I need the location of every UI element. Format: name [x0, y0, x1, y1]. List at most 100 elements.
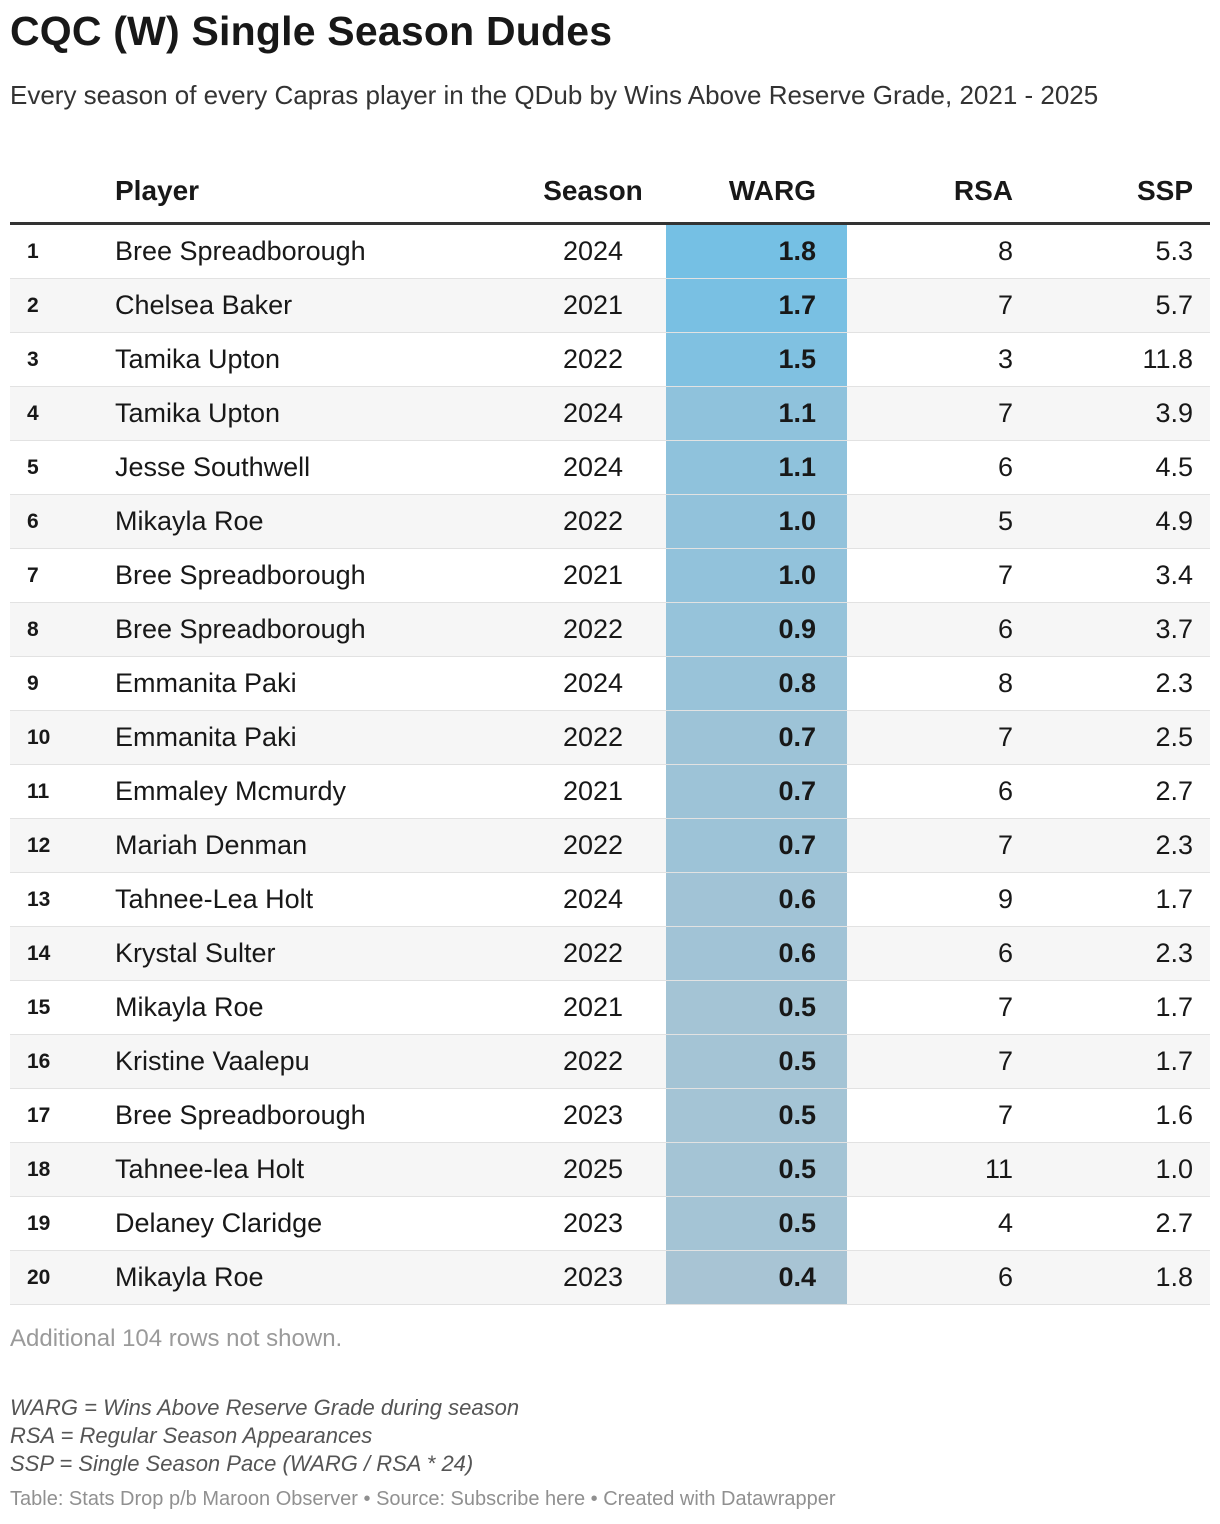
column-header-player[interactable]: Player [115, 160, 520, 225]
season-cell: 2022 [520, 926, 666, 981]
table-row: 2 Chelsea Baker 2021 1.7 7 5.7 [10, 278, 1210, 333]
rank-cell: 2 [10, 278, 115, 333]
rank-cell: 5 [10, 440, 115, 495]
warg-cell: 0.5 [666, 1034, 847, 1089]
season-cell: 2021 [520, 278, 666, 333]
season-cell: 2022 [520, 710, 666, 765]
season-cell: 2022 [520, 602, 666, 657]
player-cell: Krystal Sulter [115, 926, 520, 981]
rank-cell: 11 [10, 764, 115, 819]
warg-cell: 1.7 [666, 278, 847, 333]
column-header-ssp[interactable]: SSP [1030, 160, 1210, 225]
season-cell: 2024 [520, 440, 666, 495]
warg-cell: 1.8 [666, 223, 847, 279]
rank-cell: 1 [10, 223, 115, 279]
warg-cell: 0.6 [666, 926, 847, 981]
warg-cell: 0.5 [666, 1196, 847, 1251]
table-row: 8 Bree Spreadborough 2022 0.9 6 3.7 [10, 602, 1210, 657]
table-row: 13 Tahnee-Lea Holt 2024 0.6 9 1.7 [10, 872, 1210, 927]
ssp-cell: 3.7 [1030, 602, 1210, 657]
rsa-cell: 6 [847, 764, 1030, 819]
rsa-cell: 7 [847, 818, 1030, 873]
warg-cell: 0.6 [666, 872, 847, 927]
ssp-cell: 2.5 [1030, 710, 1210, 765]
player-cell: Mikayla Roe [115, 494, 520, 549]
rank-cell: 6 [10, 494, 115, 549]
rsa-cell: 7 [847, 1088, 1030, 1143]
player-cell: Emmanita Paki [115, 656, 520, 711]
warg-cell: 1.0 [666, 548, 847, 603]
season-cell: 2021 [520, 980, 666, 1035]
table-row: 15 Mikayla Roe 2021 0.5 7 1.7 [10, 980, 1210, 1035]
table-row: 12 Mariah Denman 2022 0.7 7 2.3 [10, 818, 1210, 873]
season-cell: 2024 [520, 656, 666, 711]
player-cell: Tamika Upton [115, 332, 520, 387]
rsa-cell: 6 [847, 440, 1030, 495]
rsa-cell: 5 [847, 494, 1030, 549]
rank-cell: 18 [10, 1142, 115, 1197]
ssp-cell: 1.8 [1030, 1250, 1210, 1305]
table-row: 9 Emmanita Paki 2024 0.8 8 2.3 [10, 656, 1210, 711]
ssp-cell: 5.7 [1030, 278, 1210, 333]
player-cell: Mikayla Roe [115, 1250, 520, 1305]
warg-cell: 0.8 [666, 656, 847, 711]
warg-cell: 0.7 [666, 710, 847, 765]
rsa-cell: 11 [847, 1142, 1030, 1197]
warg-cell: 0.4 [666, 1250, 847, 1305]
chart-subtitle: Every season of every Capras player in t… [10, 80, 1099, 110]
player-cell: Kristine Vaalepu [115, 1034, 520, 1089]
player-cell: Bree Spreadborough [115, 548, 520, 603]
ssp-cell: 1.6 [1030, 1088, 1210, 1143]
column-header-rank [10, 160, 115, 225]
ssp-cell: 2.7 [1030, 764, 1210, 819]
rank-cell: 13 [10, 872, 115, 927]
rank-cell: 20 [10, 1250, 115, 1305]
ssp-cell: 5.3 [1030, 223, 1210, 279]
rsa-cell: 9 [847, 872, 1030, 927]
ssp-cell: 1.7 [1030, 1034, 1210, 1089]
note-warg: WARG = Wins Above Reserve Grade during s… [10, 1395, 520, 1420]
rsa-cell: 7 [847, 386, 1030, 441]
rows-not-shown-note: Additional 104 rows not shown. [10, 1325, 343, 1352]
player-cell: Bree Spreadborough [115, 602, 520, 657]
player-cell: Emmanita Paki [115, 710, 520, 765]
player-cell: Tahnee-Lea Holt [115, 872, 520, 927]
warg-cell: 0.5 [666, 980, 847, 1035]
rsa-cell: 4 [847, 1196, 1030, 1251]
player-cell: Mikayla Roe [115, 980, 520, 1035]
table-row: 16 Kristine Vaalepu 2022 0.5 7 1.7 [10, 1034, 1210, 1089]
season-cell: 2022 [520, 494, 666, 549]
ssp-cell: 1.0 [1030, 1142, 1210, 1197]
rank-cell: 16 [10, 1034, 115, 1089]
table-row: 11 Emmaley Mcmurdy 2021 0.7 6 2.7 [10, 764, 1210, 819]
table-row: 6 Mikayla Roe 2022 1.0 5 4.9 [10, 494, 1210, 549]
season-cell: 2022 [520, 1034, 666, 1089]
warg-cell: 1.1 [666, 440, 847, 495]
ssp-cell: 2.7 [1030, 1196, 1210, 1251]
column-header-warg[interactable]: WARG [666, 160, 847, 225]
table-row: 17 Bree Spreadborough 2023 0.5 7 1.6 [10, 1088, 1210, 1143]
rsa-cell: 7 [847, 980, 1030, 1035]
rsa-cell: 8 [847, 656, 1030, 711]
player-cell: Jesse Southwell [115, 440, 520, 495]
column-header-season[interactable]: Season [520, 160, 666, 225]
note-ssp: SSP = Single Season Pace (WARG / RSA * 2… [10, 1451, 474, 1476]
created-with-link[interactable]: Created with Datawrapper [603, 1488, 836, 1510]
season-cell: 2021 [520, 548, 666, 603]
table-row: 19 Delaney Claridge 2023 0.5 4 2.7 [10, 1196, 1210, 1251]
warg-cell: 0.7 [666, 764, 847, 819]
rsa-cell: 7 [847, 278, 1030, 333]
warg-cell: 0.7 [666, 818, 847, 873]
rsa-cell: 8 [847, 223, 1030, 279]
season-cell: 2024 [520, 872, 666, 927]
rank-cell: 19 [10, 1196, 115, 1251]
table-row: 14 Krystal Sulter 2022 0.6 6 2.3 [10, 926, 1210, 981]
rsa-cell: 7 [847, 1034, 1030, 1089]
table-row: 3 Tamika Upton 2022 1.5 3 11.8 [10, 332, 1210, 387]
table-row: 1 Bree Spreadborough 2024 1.8 8 5.3 [10, 223, 1210, 279]
rsa-cell: 6 [847, 926, 1030, 981]
source-link[interactable]: Source: Subscribe here [376, 1488, 586, 1510]
player-cell: Tamika Upton [115, 386, 520, 441]
rank-cell: 10 [10, 710, 115, 765]
column-header-rsa[interactable]: RSA [847, 160, 1030, 225]
